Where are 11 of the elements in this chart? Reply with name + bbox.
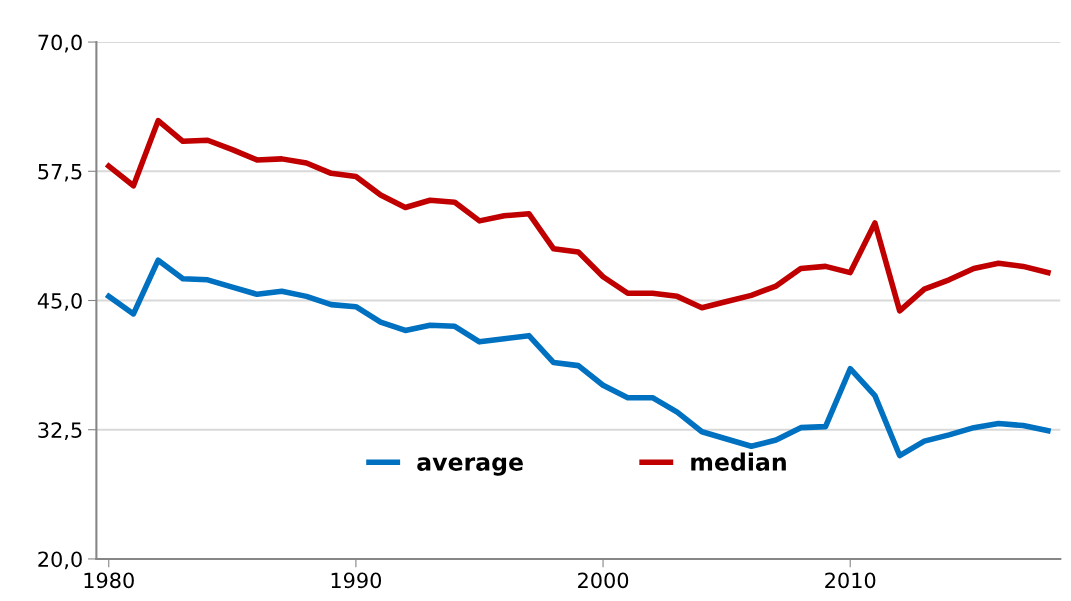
y-tick-label: 32,5 (38, 422, 82, 441)
x-tick-label: 2010 (825, 572, 876, 589)
x-tick-label: 1990 (331, 572, 382, 589)
x-tick-label: 1980 (84, 572, 134, 589)
y-tick-label: 70,0 (38, 34, 82, 53)
y-tick-label: 20,0 (38, 551, 82, 570)
legend-label: median (691, 452, 786, 471)
y-tick-label: 45,0 (37, 292, 82, 311)
y-tick-label: 57,5 (38, 164, 82, 182)
legend-label: average (417, 457, 523, 476)
x-tick-label: 2000 (578, 572, 629, 589)
